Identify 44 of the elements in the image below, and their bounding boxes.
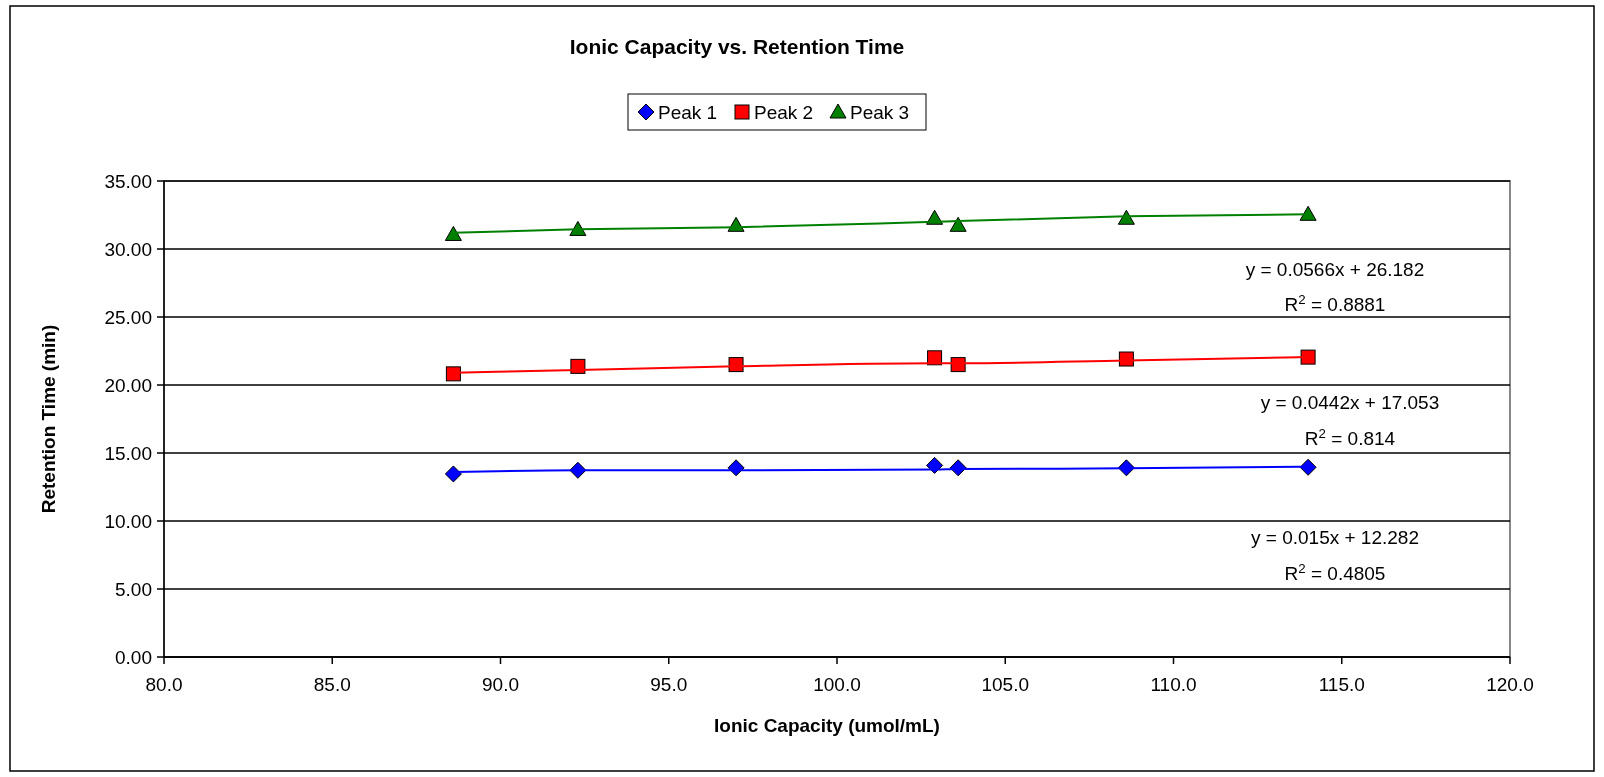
point	[444, 465, 462, 483]
point	[1117, 209, 1135, 225]
x-tick-label: 120.0	[1486, 674, 1534, 695]
point	[950, 357, 966, 373]
x-tick-label: 115.0	[1318, 674, 1365, 695]
point	[1300, 349, 1316, 365]
y-tick-label: 30.00	[104, 238, 152, 260]
y-axis-title: Retention Time (min)	[38, 324, 59, 514]
point	[1118, 351, 1134, 367]
y-tick-label: 5.00	[115, 578, 152, 600]
point	[445, 366, 461, 382]
x-axis-title: Ionic Capacity (umol/mL)	[714, 715, 940, 736]
y-tick-label: 0.00	[115, 646, 152, 668]
point	[570, 358, 586, 374]
annotation: y = 0.015x + 12.282	[1251, 526, 1419, 548]
chart-title: Ionic Capacity vs. Retention Time	[569, 35, 905, 58]
point	[728, 357, 744, 373]
point	[926, 456, 944, 474]
x-tick-label: 105.0	[981, 674, 1030, 695]
y-tick-label: 35.00	[104, 170, 152, 192]
y-tick-label: 20.00	[104, 374, 152, 396]
y-tick-label: 15.00	[104, 442, 152, 464]
legend-label: Peak 1	[658, 101, 718, 123]
annotation: R$^{2}$ = 0.4805	[1284, 560, 1386, 584]
legend-label: Peak 2	[754, 101, 814, 123]
point	[569, 220, 587, 236]
y-tick-label: 25.00	[104, 306, 152, 328]
x-tick-label: 110.0	[1150, 674, 1197, 695]
point	[1299, 458, 1317, 476]
annotation: y = 0.0566x + 26.182	[1245, 258, 1425, 280]
annotation: R$^{2}$ = 0.8881	[1284, 291, 1386, 315]
point	[1299, 205, 1317, 221]
legend-label: Peak 3	[850, 101, 910, 123]
point	[444, 225, 462, 241]
y-tick-label: 10.00	[104, 510, 152, 532]
x-tick-label: 90.0	[482, 674, 519, 695]
x-tick-label: 100.0	[813, 674, 861, 695]
annotation: y = 0.0442x + 17.053	[1260, 391, 1440, 413]
x-tick-label: 95.0	[650, 674, 688, 695]
x-tick-label: 80.0	[145, 674, 183, 695]
point	[949, 216, 967, 232]
point	[727, 459, 745, 477]
x-tick-label: 85.0	[313, 674, 351, 695]
annotation: R$^{2}$ = 0.814	[1304, 425, 1396, 449]
